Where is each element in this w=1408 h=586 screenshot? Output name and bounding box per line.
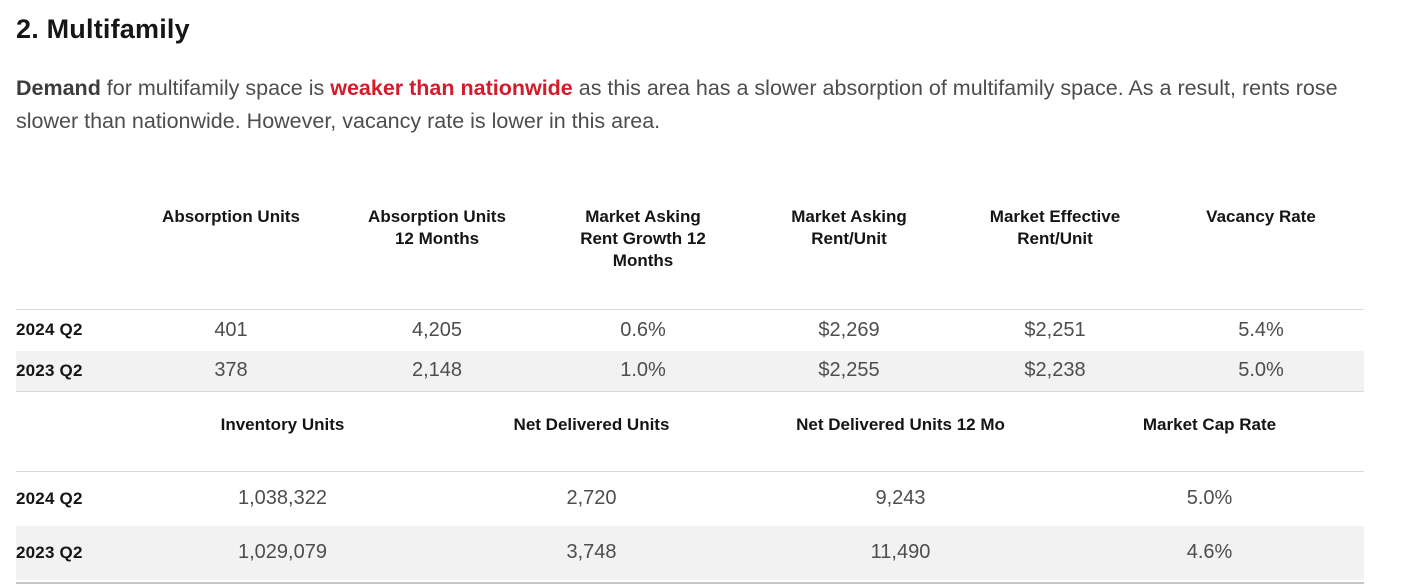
table1-header-row: Absorption Units Absorption Units 12 Mon… [16,206,1364,310]
table-row: 2024 Q2 1,038,322 2,720 9,243 5.0% [16,471,1364,526]
table1-corner-cell [16,206,128,310]
multifamily-supply-table: Inventory Units Net Delivered Units Net … [16,414,1364,580]
table-cell: 3,748 [566,541,617,563]
table-row: 2023 Q2 378 2,148 1.0% $2,255 $2,238 5.0… [16,350,1364,392]
table-row: 2024 Q2 401 4,205 0.6% $2,269 $2,251 5.4… [16,309,1364,351]
intro-text-2: as this area has a slower absorption of … [16,76,1338,133]
table-row: 2023 Q2 1,029,079 3,748 11,490 4.6% [16,525,1364,580]
table-cell: 5.4% [1238,318,1284,341]
table-cell: 401 [214,318,248,341]
table-cell: $2,269 [818,318,880,341]
table-cell: 2,148 [411,359,463,382]
table-cell: 4.6% [1186,541,1233,563]
table-cell: $2,238 [1024,359,1086,382]
table-cell: $2,251 [1024,318,1086,341]
intro-text-1: for multifamily space is [100,76,331,100]
row-label: 2023 Q2 [16,542,83,562]
table-cell: 5.0% [1186,487,1233,510]
intro-lead-bold: Demand [16,76,101,100]
table-cell: 1,038,322 [238,487,327,510]
row-label: 2024 Q2 [16,488,83,508]
table1-col-header: Market Asking Rent/Unit [791,207,907,248]
table-cell: 2,720 [566,487,617,510]
section-title: 2. Multifamily [16,14,190,44]
table-cell: 378 [214,359,248,382]
table-cell: $2,255 [818,359,880,382]
table1-col-header: Market Asking Rent Growth 12 Months [580,207,706,270]
table-cell: 1,029,079 [238,541,327,563]
table-cell: 0.6% [620,318,666,341]
table-cell: 5.0% [1238,359,1284,382]
table-cell: 9,243 [875,487,926,510]
row-label: 2024 Q2 [16,320,83,340]
table-cell: 4,205 [411,318,463,341]
multifamily-demand-table: Absorption Units Absorption Units 12 Mon… [16,206,1364,392]
table-cell: 11,490 [870,541,931,563]
table2-col-header: Net Delivered Units 12 Mo [796,415,1005,434]
table2-corner-cell [16,414,128,472]
bottom-divider [16,581,1364,584]
table2-col-header: Net Delivered Units [513,415,670,434]
table1-col-header: Market Effective Rent/Unit [989,207,1121,248]
table-cell: 1.0% [620,359,666,382]
table2-col-header: Inventory Units [220,415,345,434]
table1-col-header: Vacancy Rate [1206,207,1316,226]
table2-header-row: Inventory Units Net Delivered Units Net … [16,414,1364,472]
intro-paragraph: Demand for multifamily space is weaker t… [16,72,1361,138]
table1-col-header: Absorption Units 12 Months [368,207,506,248]
intro-highlight-red: weaker than nationwide [330,76,573,100]
row-label: 2023 Q2 [16,360,83,380]
table2-col-header: Market Cap Rate [1142,415,1277,434]
table1-col-header: Absorption Units [162,207,300,226]
